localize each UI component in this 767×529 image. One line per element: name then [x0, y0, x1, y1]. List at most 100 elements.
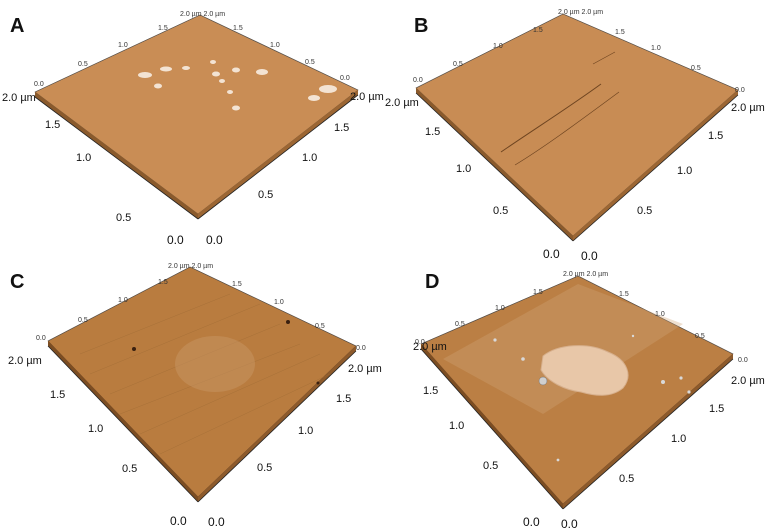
origin-right-label: 0.0: [561, 517, 578, 529]
tick-label: 2.0 µm: [350, 91, 384, 103]
origin-right-label: 0.0: [581, 249, 598, 263]
tick-label: 0.5: [455, 321, 465, 328]
tick-label: 1.5: [708, 130, 723, 142]
tick-label: 1.0: [76, 152, 91, 164]
back-axis-ticks-c: 0.0 0.5 1.0 1.5 0.0 0.5 1.0 1.5 2.0 µm 2…: [36, 263, 366, 352]
tick-label: 0.5: [315, 323, 325, 330]
tick-label: 2.0 µm: [2, 92, 36, 104]
tick-label: 0.5: [258, 189, 273, 201]
tick-label: 1.5: [50, 389, 65, 401]
tick-label: 1.5: [334, 122, 349, 134]
surface-scratches-b: [500, 51, 620, 166]
afm-panel-a: A 0.5 1.0 1.5 2.0 µm 0.5: [2, 11, 384, 247]
tick-label: 0.0: [413, 77, 423, 84]
corner-label: 2.0 µm 2.0 µm: [180, 11, 225, 18]
right-axis-ticks-b: 0.5 1.0 1.5 2.0 µm: [637, 102, 765, 217]
tick-label: 2.0 µm: [731, 375, 765, 387]
tick-label: 2.0 µm: [385, 97, 419, 109]
left-axis-ticks-d: 0.5 1.0 1.5 2.0 µm: [413, 341, 498, 472]
surface-b: [415, 13, 739, 242]
surface-a: [34, 14, 359, 220]
afm-panel-d: D 0.5 1.0 1.5 2.0 µm 0.5 1.0 1.5 2.0 µm: [413, 271, 765, 529]
tick-label: 1.0: [270, 42, 280, 49]
back-axis-ticks-a: 0.0 0.5 1.0 1.5 0.0 0.5 1.0 1.5 2.0 µm 2…: [34, 11, 350, 88]
tick-label: 1.5: [158, 279, 168, 286]
left-axis-ticks-a: 0.5 1.0 1.5 2.0 µm: [2, 92, 131, 224]
tick-label: 1.5: [615, 29, 625, 36]
tick-label: 0.5: [453, 61, 463, 68]
panel-label-c: C: [10, 271, 24, 293]
tick-label: 0.0: [340, 75, 350, 82]
tick-label: 1.0: [495, 305, 505, 312]
tick-label: 0.5: [116, 212, 131, 224]
origin-left-label: 0.0: [543, 247, 560, 261]
tick-label: 1.0: [449, 420, 464, 432]
surface-d: [420, 275, 734, 510]
tick-label: 1.5: [619, 291, 629, 298]
surface-particles-a: [138, 60, 337, 111]
surface-particles-d: [493, 334, 691, 462]
tick-label: 2.0 µm: [731, 102, 765, 114]
corner-label: 2.0 µm 2.0 µm: [558, 9, 603, 16]
origin-right-label: 0.0: [208, 515, 225, 529]
tick-label: 1.0: [298, 425, 313, 437]
tick-label: 1.0: [493, 43, 503, 50]
right-axis-ticks-a: 0.5 1.0 1.5 2.0 µm: [258, 91, 384, 201]
back-axis-ticks-b: 0.0 0.5 1.0 1.5 0.0 0.5 1.0 1.5 2.0 µm 2…: [413, 9, 745, 94]
tick-label: 1.0: [677, 165, 692, 177]
tick-label: 1.5: [425, 126, 440, 138]
tick-label: 0.5: [305, 59, 315, 66]
tick-label: 0.5: [637, 205, 652, 217]
surface-patch-d: [540, 345, 629, 396]
left-axis-ticks-c: 0.5 1.0 1.5 2.0 µm: [8, 355, 137, 475]
tick-label: 1.0: [118, 297, 128, 304]
afm-panel-b: B 0.5 1.0 1.5 2.0 µm 0.5 1.0 1.5 2.0 µm …: [385, 9, 765, 263]
tick-label: 0.5: [122, 463, 137, 475]
right-axis-ticks-c: 0.5 1.0 1.5 2.0 µm: [257, 363, 382, 474]
tick-label: 2.0 µm: [413, 341, 447, 353]
tick-label: 1.5: [533, 289, 543, 296]
tick-label: 1.5: [45, 119, 60, 131]
tick-label: 0.0: [34, 81, 44, 88]
panel-label-d: D: [425, 271, 439, 293]
tick-label: 1.5: [709, 403, 724, 415]
tick-label: 0.0: [36, 335, 46, 342]
tick-label: 1.0: [118, 42, 128, 49]
tick-label: 1.5: [423, 385, 438, 397]
tick-label: 0.5: [257, 462, 272, 474]
tick-label: 1.0: [456, 163, 471, 175]
corner-label: 2.0 µm 2.0 µm: [563, 271, 608, 278]
panel-label-a: A: [10, 15, 24, 37]
tick-label: 0.0: [738, 357, 748, 364]
tick-label: 1.5: [336, 393, 351, 405]
tick-label: 1.0: [671, 433, 686, 445]
origin-left-label: 0.0: [523, 515, 540, 529]
tick-label: 2.0 µm: [348, 363, 382, 375]
tick-label: 1.0: [88, 423, 103, 435]
panel-label-b: B: [414, 15, 428, 37]
origin-left-label: 0.0: [170, 514, 187, 528]
right-axis-ticks-d: 0.5 1.0 1.5 2.0 µm: [619, 375, 765, 485]
tick-label: 1.5: [533, 27, 543, 34]
tick-label: 0.0: [356, 345, 366, 352]
tick-label: 1.5: [233, 25, 243, 32]
origin-left-label: 0.0: [167, 233, 184, 247]
tick-label: 0.5: [695, 333, 705, 340]
tick-label: 1.5: [232, 281, 242, 288]
back-axis-ticks-d: 0.0 0.5 1.0 1.5 0.0 0.5 1.0 1.5 2.0 µm 2…: [415, 271, 748, 364]
tick-label: 0.5: [483, 460, 498, 472]
tick-label: 1.5: [158, 25, 168, 32]
tick-label: 1.0: [651, 45, 661, 52]
tick-label: 1.0: [274, 299, 284, 306]
afm-panel-c: C 0.5 1.0 1.5 2.0 µm 0.5 1.0 1.5 2.0 µm: [8, 263, 382, 529]
left-axis-ticks-b: 0.5 1.0 1.5 2.0 µm: [385, 97, 508, 217]
tick-label: 0.5: [78, 317, 88, 324]
surface-c: [47, 266, 357, 503]
origin-right-label: 0.0: [206, 233, 223, 247]
tick-label: 0.5: [619, 473, 634, 485]
tick-label: 0.0: [415, 339, 425, 346]
tick-label: 2.0 µm: [8, 355, 42, 367]
tick-label: 0.5: [691, 65, 701, 72]
tick-label: 0.5: [493, 205, 508, 217]
tick-label: 0.0: [735, 87, 745, 94]
